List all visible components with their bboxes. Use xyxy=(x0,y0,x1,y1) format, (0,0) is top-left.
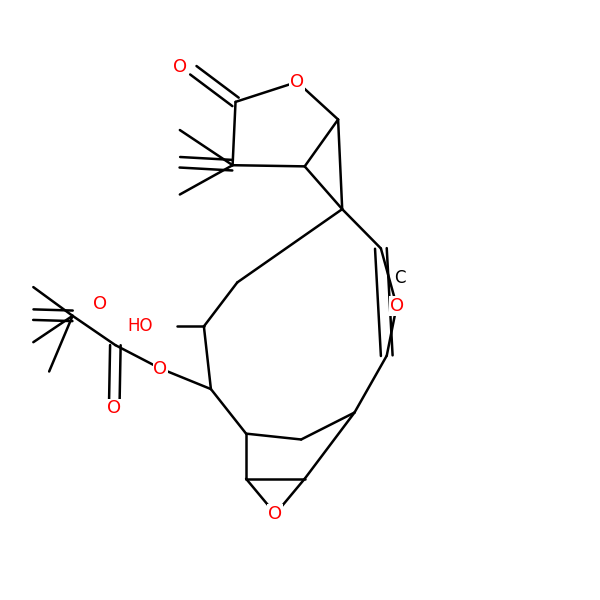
Text: O: O xyxy=(107,400,121,418)
Text: HO: HO xyxy=(128,317,154,335)
Text: O: O xyxy=(389,297,404,315)
Text: O: O xyxy=(290,73,304,91)
Text: O: O xyxy=(93,295,107,313)
Text: O: O xyxy=(173,58,187,76)
Text: O: O xyxy=(268,505,283,523)
Text: C: C xyxy=(394,269,406,287)
Text: O: O xyxy=(154,359,167,377)
